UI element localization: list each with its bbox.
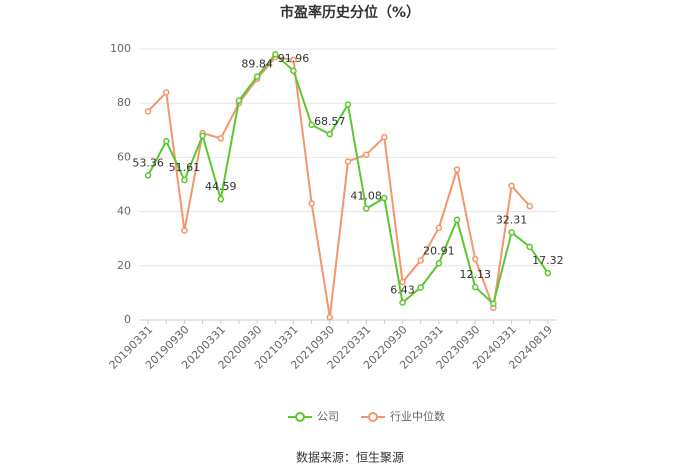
point (453, 216, 461, 223)
data-label: 51.61 (169, 161, 201, 174)
series-line (147, 52, 549, 306)
point (290, 67, 297, 75)
y-tick-label: 60 (117, 150, 131, 163)
legend-marker (368, 412, 378, 422)
point (144, 108, 152, 115)
point (144, 172, 152, 179)
data-label: 20.91 (423, 244, 455, 257)
point (308, 121, 315, 129)
point (544, 269, 552, 277)
point (217, 135, 225, 142)
point (181, 176, 188, 184)
point (235, 97, 243, 104)
legend-label: 公司 (317, 410, 339, 423)
point (381, 133, 388, 141)
y-tick-label: 100 (110, 42, 131, 55)
chart-title: 市盈率历史分位（%） (280, 4, 420, 21)
point (453, 166, 461, 173)
legend-label: 行业中位数 (390, 409, 445, 423)
series-line (147, 56, 531, 318)
point (399, 278, 406, 286)
point (435, 224, 443, 232)
data-label: 44.59 (205, 180, 237, 193)
point (181, 227, 188, 234)
point (308, 200, 315, 207)
point (362, 205, 370, 212)
data-label: 53.36 (132, 156, 164, 169)
point (508, 182, 515, 190)
source: 数据来源：恒生聚源 (296, 450, 404, 465)
point (471, 283, 479, 291)
point (399, 299, 406, 306)
point (326, 314, 334, 321)
point (163, 89, 170, 96)
data-label: 17.32 (532, 254, 564, 267)
data-label: 91.96 (278, 52, 310, 65)
y-tick-label: 0 (124, 313, 131, 326)
legend-marker (295, 412, 305, 422)
data-label: 68.57 (314, 115, 346, 128)
y-tick-label: 40 (117, 205, 131, 218)
data-label: 12.13 (459, 268, 491, 281)
data-label: 41.08 (350, 190, 382, 203)
point (290, 56, 297, 64)
point (344, 101, 352, 108)
point (471, 255, 479, 263)
point (344, 158, 352, 165)
point (272, 51, 279, 58)
point (435, 260, 443, 267)
point (508, 229, 515, 236)
data-label: 89.84 (241, 58, 273, 71)
y-tick-label: 80 (117, 96, 131, 109)
point (362, 151, 370, 158)
point (199, 132, 206, 139)
point (526, 243, 533, 251)
point (326, 130, 334, 138)
data-label: 6.43 (390, 284, 415, 297)
point (490, 300, 497, 307)
y-tick-label: 20 (117, 259, 131, 272)
point (526, 202, 533, 210)
point (381, 194, 388, 202)
point (217, 195, 225, 203)
point (417, 257, 424, 264)
point (163, 137, 170, 145)
data-label: 32.31 (496, 213, 528, 226)
point (253, 73, 261, 80)
point (417, 284, 424, 291)
